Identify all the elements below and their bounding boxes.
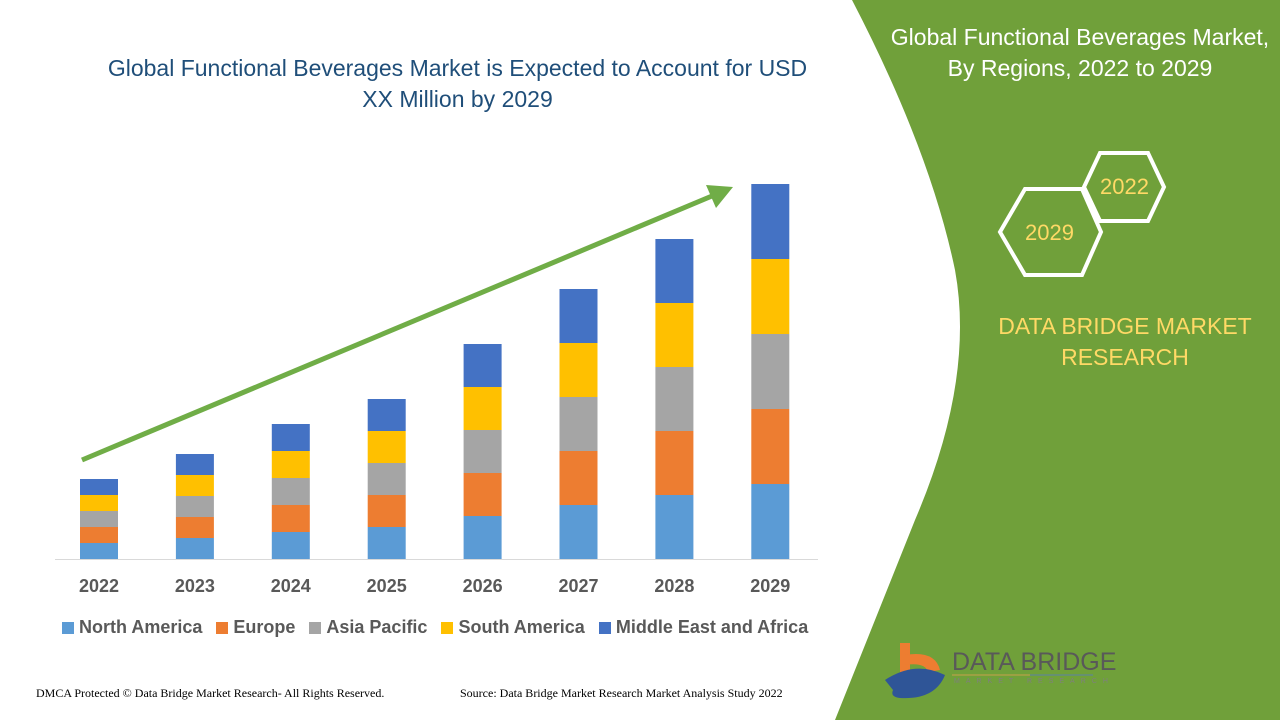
copyright-text: DMCA Protected © Data Bridge Market Rese…: [36, 686, 385, 700]
stacked-bar-chart: 2022 2023 2024 2025 2026 2027 2028 2029: [79, 184, 790, 596]
side-panel-title: Global Functional Beverages Market, By R…: [890, 24, 1270, 81]
bar-2027-north-america: [559, 505, 598, 559]
bar-2027-south-america: [559, 343, 598, 397]
bar-2025-south-america: [367, 431, 406, 463]
legend-swatch: [309, 621, 322, 634]
legend-item: Europe: [216, 617, 295, 638]
legend-label: North America: [79, 617, 203, 637]
legend-label: Europe: [233, 617, 296, 637]
bar-2022-north-america: [80, 543, 118, 559]
bar-2028-south-america: [655, 303, 694, 367]
legend-label: Asia Pacific: [326, 617, 428, 637]
bar-2023-europe: [175, 517, 214, 538]
bar-2027-europe: [559, 451, 598, 505]
bar-2022-asia-pacific: [80, 511, 118, 527]
bar-2029-europe: [751, 409, 790, 484]
legend-item: North America: [62, 617, 202, 638]
bar-2028-asia-pacific: [655, 367, 694, 431]
bar-2025-north-america: [367, 527, 406, 559]
logo-mark-icon: [885, 643, 945, 699]
page-title: Global Functional Beverages Market is Ex…: [107, 55, 808, 112]
hex-2029-icon: [997, 187, 1104, 277]
bar-2024-middle-east-and-africa: [271, 424, 310, 451]
legend-label: Middle East and Africa: [615, 617, 809, 637]
brand-name: DATA BRIDGE MARKET RESEARCH: [998, 313, 1252, 370]
source-text: Source: Data Bridge Market Research Mark…: [460, 686, 783, 700]
bar-2023-north-america: [175, 538, 214, 559]
legend-swatch: [598, 621, 611, 634]
legend-item: Asia Pacific: [309, 617, 427, 638]
bar-2024-asia-pacific: [271, 478, 310, 505]
x-tick-label: 2024: [271, 576, 311, 596]
logo-subtext: MARKET RESEARCH: [954, 678, 1114, 685]
legend-swatch: [441, 621, 454, 634]
x-tick-label: 2026: [463, 576, 503, 596]
chart-legend: North America Europe Asia Pacific South Ame…: [62, 617, 808, 638]
bar-2023-south-america: [175, 475, 214, 496]
bar-2023-asia-pacific: [175, 496, 214, 517]
x-tick-label: 2022: [79, 576, 119, 596]
bar-2024-north-america: [271, 532, 310, 559]
bar-2022-south-america: [80, 495, 118, 511]
bar-2026-europe: [463, 473, 502, 516]
bar-2028-middle-east-and-africa: [655, 239, 694, 303]
x-tick-label: 2029: [750, 576, 790, 596]
hex-year-2022: 2022: [1100, 174, 1149, 199]
legend-item: South America: [441, 617, 585, 638]
bar-2026-north-america: [463, 516, 502, 559]
bar-2028-north-america: [655, 495, 694, 559]
x-tick-label: 2028: [654, 576, 694, 596]
bar-2022-europe: [80, 527, 118, 543]
green-side-panel: [835, 0, 1280, 720]
bar-2026-south-america: [463, 387, 502, 430]
x-tick-label: 2025: [367, 576, 407, 596]
bar-2025-middle-east-and-africa: [367, 399, 406, 431]
bar-2024-south-america: [271, 451, 310, 478]
bar-2023-middle-east-and-africa: [175, 454, 214, 475]
hex-2022-icon: [1081, 151, 1167, 223]
bar-2022-middle-east-and-africa: [80, 479, 118, 495]
bar-2026-middle-east-and-africa: [463, 344, 502, 387]
bar-2025-asia-pacific: [367, 463, 406, 495]
bar-2026-asia-pacific: [463, 430, 502, 473]
trend-arrow: [81, 185, 733, 463]
x-tick-label: 2027: [558, 576, 598, 596]
bar-2024-europe: [271, 505, 310, 532]
legend-label: South America: [458, 617, 585, 637]
hex-year-2029: 2029: [1025, 220, 1074, 245]
bar-2027-asia-pacific: [559, 397, 598, 451]
legend-swatch: [216, 621, 229, 634]
bar-2029-north-america: [751, 484, 790, 559]
x-tick-label: 2023: [175, 576, 215, 596]
bar-2027-middle-east-and-africa: [559, 289, 598, 343]
bar-2029-middle-east-and-africa: [751, 184, 790, 259]
bar-2029-south-america: [751, 259, 790, 334]
bar-2029-asia-pacific: [751, 334, 790, 409]
legend-swatch: [62, 621, 74, 634]
bar-2028-europe: [655, 431, 694, 495]
legend-item: Middle East and Africa: [598, 617, 809, 638]
bar-2025-europe: [367, 495, 406, 527]
logo-text: DATA BRIDGE: [952, 648, 1117, 676]
